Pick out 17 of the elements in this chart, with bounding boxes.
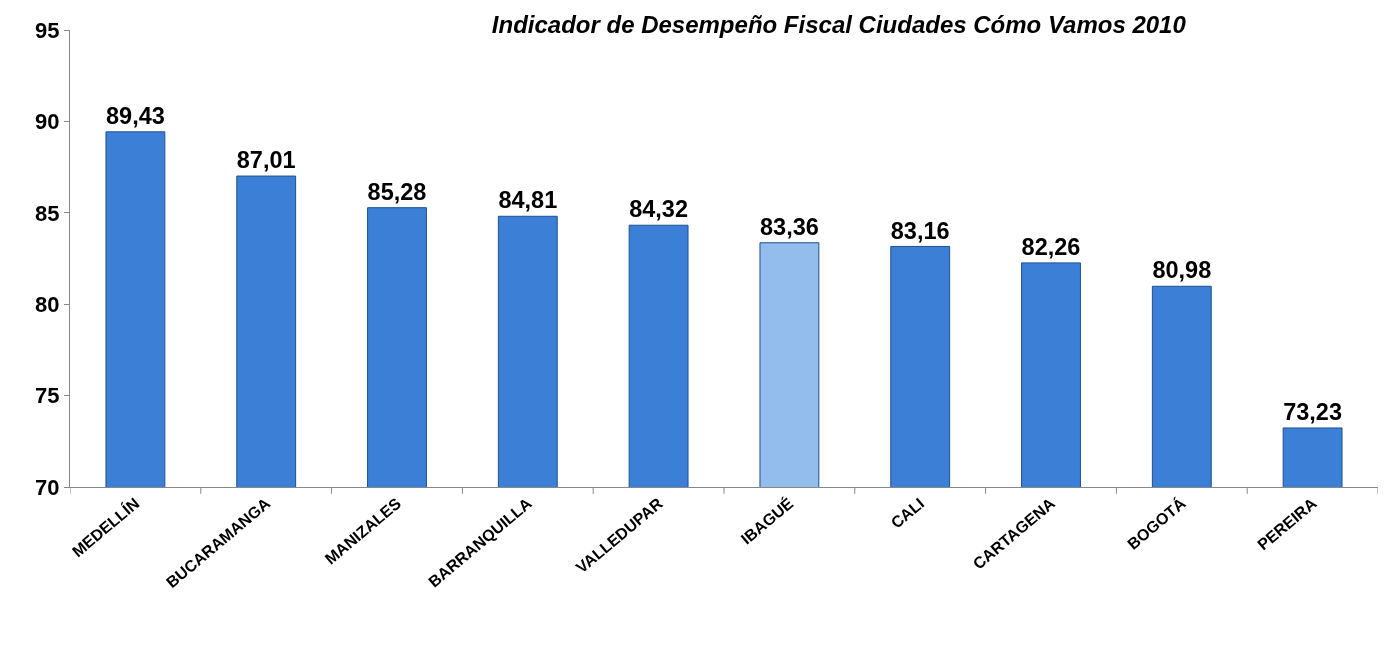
data-label: 87,01 <box>236 147 296 174</box>
data-label: 73,23 <box>1283 399 1343 426</box>
data-label: 89,43 <box>105 102 165 129</box>
data-label: 83,36 <box>759 213 819 240</box>
y-tick-label: 95 <box>35 17 60 43</box>
data-label: 84,32 <box>629 196 689 223</box>
y-tick-label: 80 <box>35 291 60 317</box>
data-label: 82,26 <box>1021 233 1081 260</box>
y-tick-label: 75 <box>35 383 60 409</box>
y-tick-label: 85 <box>35 200 60 226</box>
chart-title: Indicador de Desempeño Fiscal Ciudades Cómo Vamos 2010 <box>491 10 1187 38</box>
y-tick-label: 90 <box>35 109 60 135</box>
data-label: 85,28 <box>367 178 427 205</box>
y-tick-label: 70 <box>35 474 60 500</box>
data-label: 80,98 <box>1152 257 1212 284</box>
data-label: 84,81 <box>498 187 558 214</box>
data-label: 83,16 <box>890 217 950 244</box>
